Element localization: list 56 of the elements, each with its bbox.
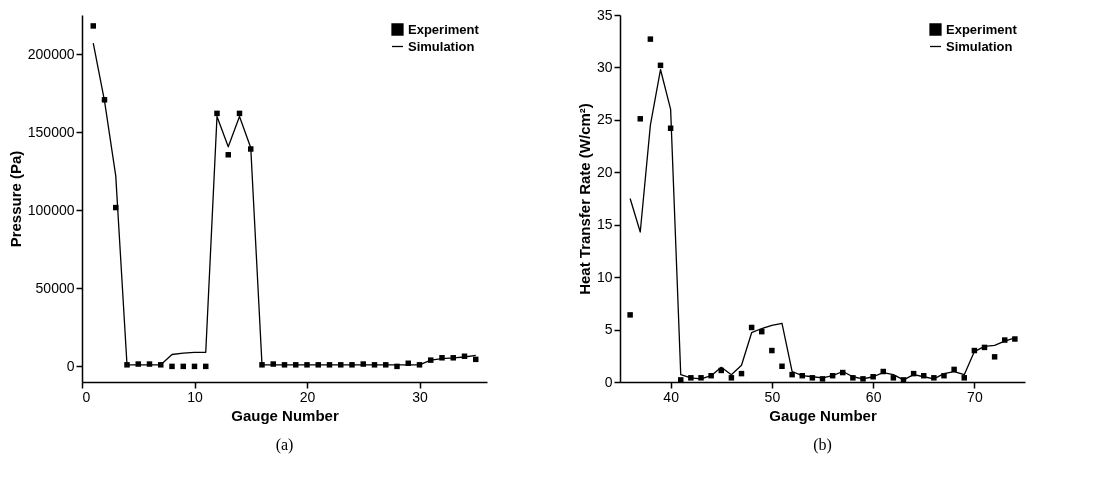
y-tick-label: 50000 bbox=[35, 279, 75, 296]
point bbox=[789, 371, 795, 378]
x-tick-label: 10 bbox=[187, 388, 203, 405]
y-tick-label: 0 bbox=[66, 357, 75, 374]
point bbox=[90, 23, 96, 29]
point bbox=[349, 362, 355, 368]
point bbox=[860, 376, 866, 382]
point bbox=[728, 375, 735, 381]
legend-label: Experiment bbox=[408, 21, 480, 37]
point bbox=[769, 347, 775, 354]
point bbox=[890, 375, 897, 381]
x-tick-label: 0 bbox=[82, 388, 91, 405]
x-tick-label: 60 bbox=[865, 388, 882, 405]
point bbox=[124, 362, 130, 368]
point bbox=[259, 362, 265, 368]
x-tick-label: 30 bbox=[412, 388, 428, 405]
y-tick-label: 35 bbox=[596, 6, 613, 23]
y-tick-label: 200000 bbox=[27, 45, 75, 62]
y-axis-title: Pressure (Pa) bbox=[6, 150, 24, 248]
y-tick-label: 30 bbox=[596, 58, 613, 75]
y-tick-label: 10 bbox=[596, 268, 613, 285]
y-tick-label: 5 bbox=[604, 321, 613, 338]
point bbox=[1012, 336, 1018, 342]
point bbox=[678, 377, 684, 383]
point bbox=[779, 363, 785, 370]
point bbox=[961, 375, 967, 381]
text: (a) bbox=[275, 436, 294, 454]
y-tick-label: 15 bbox=[596, 216, 613, 233]
x-tick-label: 40 bbox=[663, 388, 680, 405]
point bbox=[647, 36, 654, 42]
point bbox=[850, 375, 856, 381]
point bbox=[169, 363, 175, 370]
point bbox=[627, 312, 633, 318]
point bbox=[225, 152, 231, 158]
x-tick-label: 70 bbox=[967, 388, 983, 405]
y-tick-label: 0 bbox=[604, 373, 613, 390]
x-tick-label: 50 bbox=[764, 388, 781, 405]
text: (b) bbox=[813, 436, 832, 454]
point bbox=[698, 375, 704, 381]
x-tick-label: 20 bbox=[299, 388, 316, 405]
y-axis-title: Heat Transfer Rate (W/cm²) bbox=[575, 103, 593, 295]
x-axis-title: Gauge Number bbox=[769, 406, 877, 424]
legend-label: Simulation bbox=[408, 38, 475, 54]
point bbox=[931, 375, 937, 381]
x-axis-title: Gauge Number bbox=[231, 406, 339, 424]
y-tick-label: 100000 bbox=[27, 201, 75, 218]
point bbox=[991, 354, 998, 360]
point bbox=[304, 362, 310, 368]
y-tick-label: 20 bbox=[596, 163, 613, 180]
legend-label: Experiment bbox=[946, 21, 1018, 37]
point bbox=[439, 355, 445, 361]
y-tick-label: 150000 bbox=[27, 123, 75, 140]
point bbox=[637, 116, 643, 122]
point bbox=[214, 110, 220, 117]
y-tick-label: 25 bbox=[596, 111, 613, 128]
legend-label: Simulation bbox=[946, 38, 1013, 54]
